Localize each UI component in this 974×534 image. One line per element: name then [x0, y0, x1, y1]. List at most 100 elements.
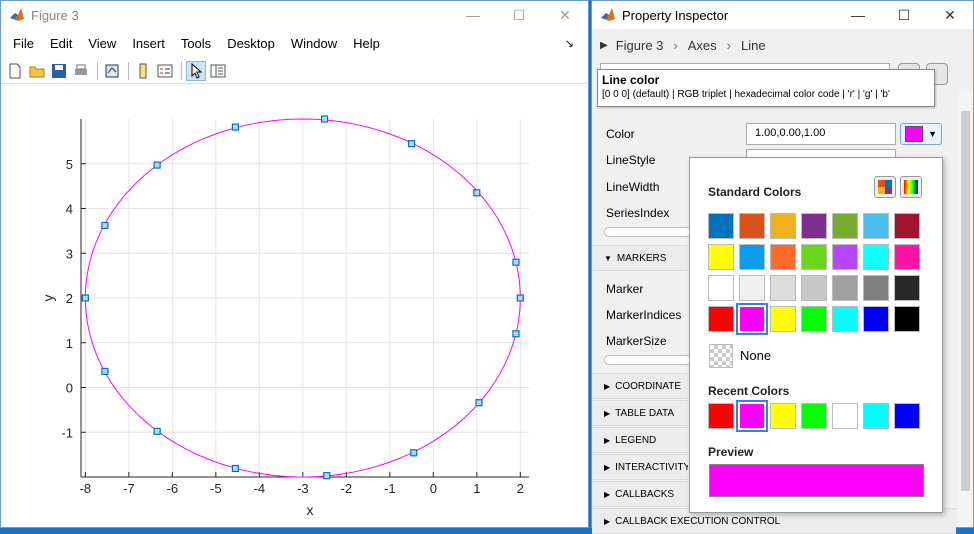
color-picker-popup: Standard Colors None Recent Colors Previ… — [689, 157, 943, 513]
standard-color-swatch[interactable] — [894, 244, 920, 270]
recent-color-swatch[interactable] — [708, 403, 734, 429]
dock-arrow-icon[interactable]: ↘ — [564, 37, 574, 50]
legend-icon[interactable] — [155, 61, 175, 81]
ellipse-chart[interactable]: -8 -7 -6 -5 -4 -3 -2 -1 0 1 2 -1 0 1 2 3 4 5 x y — [1, 85, 588, 527]
none-color-swatch[interactable] — [709, 344, 733, 368]
section-interactivity[interactable]: ▶ INTERACTIVITY — [592, 454, 688, 480]
linestyle-field[interactable] — [746, 149, 896, 157]
y-tick-label: 2 — [66, 291, 73, 306]
custom-color-icon[interactable] — [900, 176, 922, 198]
recent-color-swatch[interactable] — [863, 403, 889, 429]
chevron-right-icon: › — [673, 37, 678, 53]
menu-help[interactable]: Help — [353, 35, 380, 51]
palette-icon[interactable] — [874, 176, 896, 198]
standard-color-swatch[interactable] — [863, 213, 889, 239]
standard-color-swatch[interactable] — [863, 244, 889, 270]
color-value-field[interactable]: 1.00,0.00,1.00 — [746, 123, 896, 145]
none-color-label: None — [740, 348, 772, 363]
recent-color-swatch[interactable] — [770, 403, 796, 429]
menu-window[interactable]: Window — [290, 35, 338, 51]
breadcrumb-figure[interactable]: Figure 3 — [615, 37, 664, 53]
menu-file[interactable]: File — [13, 35, 34, 51]
x-tick-label: 0 — [430, 481, 437, 496]
standard-color-swatch[interactable] — [708, 213, 734, 239]
standard-color-swatch[interactable] — [832, 306, 858, 332]
standard-color-swatch[interactable] — [739, 244, 765, 270]
breadcrumb-line[interactable]: Line — [741, 37, 766, 53]
breadcrumb-axes[interactable]: Axes — [687, 37, 717, 53]
maximize-button[interactable]: ☐ — [512, 6, 526, 23]
standard-color-swatch[interactable] — [739, 213, 765, 239]
standard-color-swatch[interactable] — [801, 275, 827, 301]
menu-view[interactable]: View — [88, 35, 117, 51]
x-tick-label: -4 — [254, 481, 266, 496]
standard-color-swatch[interactable] — [801, 244, 827, 270]
save-icon[interactable] — [49, 61, 69, 81]
section-markers[interactable]: ▼ MARKERS — [592, 245, 688, 271]
pointer-icon[interactable] — [186, 60, 206, 81]
property-inspector-icon[interactable] — [208, 61, 228, 81]
standard-color-swatch[interactable] — [801, 213, 827, 239]
inspector-scrollbar[interactable] — [958, 91, 973, 527]
markersize-label: MarkerSize — [606, 334, 667, 348]
maximize-button[interactable]: ☐ — [897, 6, 911, 23]
color-picker-button[interactable]: ▼ — [900, 123, 942, 145]
standard-color-swatch[interactable] — [708, 275, 734, 301]
section-callbacks[interactable]: ▶ CALLBACKS — [592, 481, 688, 507]
figure-toolbar — [1, 58, 588, 84]
menu-tools[interactable]: Tools — [180, 35, 212, 51]
standard-color-swatch[interactable] — [770, 275, 796, 301]
standard-color-swatch[interactable] — [832, 244, 858, 270]
standard-color-swatch[interactable] — [894, 275, 920, 301]
section-table-data[interactable]: ▶ TABLE DATA — [592, 400, 688, 426]
section-legend[interactable]: ▶ LEGEND — [592, 427, 688, 453]
markersize-slider[interactable] — [604, 355, 692, 365]
standard-color-swatch[interactable] — [832, 213, 858, 239]
standard-color-swatch[interactable] — [770, 244, 796, 270]
recent-color-swatch[interactable] — [894, 403, 920, 429]
standard-color-swatch[interactable] — [708, 306, 734, 332]
data-marker — [512, 330, 520, 338]
chevron-right-icon: ▶ — [604, 381, 611, 391]
breadcrumb: ▶ Figure 3 › Axes › Line — [592, 31, 973, 59]
section-coordinate[interactable]: ▶ COORDINATE — [592, 373, 688, 399]
data-marker — [323, 472, 331, 480]
figure-titlebar[interactable]: Figure 3 — ☐ ✕ — [1, 1, 588, 29]
standard-color-swatch[interactable] — [739, 275, 765, 301]
new-file-icon[interactable] — [5, 61, 25, 81]
recent-color-swatch[interactable] — [801, 403, 827, 429]
seriesindex-label: SeriesIndex — [606, 206, 670, 220]
menu-desktop[interactable]: Desktop — [227, 35, 275, 51]
close-button[interactable]: ✕ — [944, 6, 956, 23]
recent-color-swatch[interactable] — [832, 403, 858, 429]
scrollbar-thumb[interactable] — [961, 111, 970, 491]
section-markers-label: MARKERS — [616, 252, 667, 264]
standard-color-swatch[interactable] — [894, 213, 920, 239]
open-folder-icon[interactable] — [27, 61, 47, 81]
standard-color-swatch[interactable] — [770, 213, 796, 239]
menu-edit[interactable]: Edit — [49, 35, 73, 51]
menu-insert[interactable]: Insert — [132, 35, 165, 51]
minimize-button[interactable]: — — [851, 7, 865, 23]
recent-color-swatch[interactable] — [736, 400, 768, 432]
standard-color-swatch[interactable] — [863, 306, 889, 332]
minimize-button[interactable]: — — [466, 7, 480, 23]
standard-color-swatch[interactable] — [894, 306, 920, 332]
toolbar-separator — [97, 61, 98, 80]
standard-color-swatch[interactable] — [770, 306, 796, 332]
standard-color-swatch[interactable] — [801, 306, 827, 332]
standard-color-swatch[interactable] — [736, 303, 768, 335]
seriesindex-slider[interactable] — [604, 227, 692, 237]
colorbar-icon[interactable] — [133, 61, 153, 81]
print-icon[interactable] — [71, 61, 91, 81]
inspector-titlebar[interactable]: Property Inspector — ☐ ✕ — [592, 1, 973, 29]
standard-color-swatch[interactable] — [863, 275, 889, 301]
standard-color-swatch[interactable] — [708, 244, 734, 270]
plot-area[interactable]: -8 -7 -6 -5 -4 -3 -2 -1 0 1 2 -1 0 1 2 3 4 5 x y — [1, 85, 588, 527]
figure-menubar: File Edit View Insert Tools Desktop Wind… — [1, 31, 588, 55]
standard-color-swatch[interactable] — [832, 275, 858, 301]
y-tick-label: 1 — [66, 336, 73, 351]
close-button[interactable]: ✕ — [559, 6, 571, 23]
figure-window: Figure 3 — ☐ ✕ File Edit View Insert Too… — [0, 0, 589, 528]
link-plot-icon[interactable] — [102, 61, 122, 81]
